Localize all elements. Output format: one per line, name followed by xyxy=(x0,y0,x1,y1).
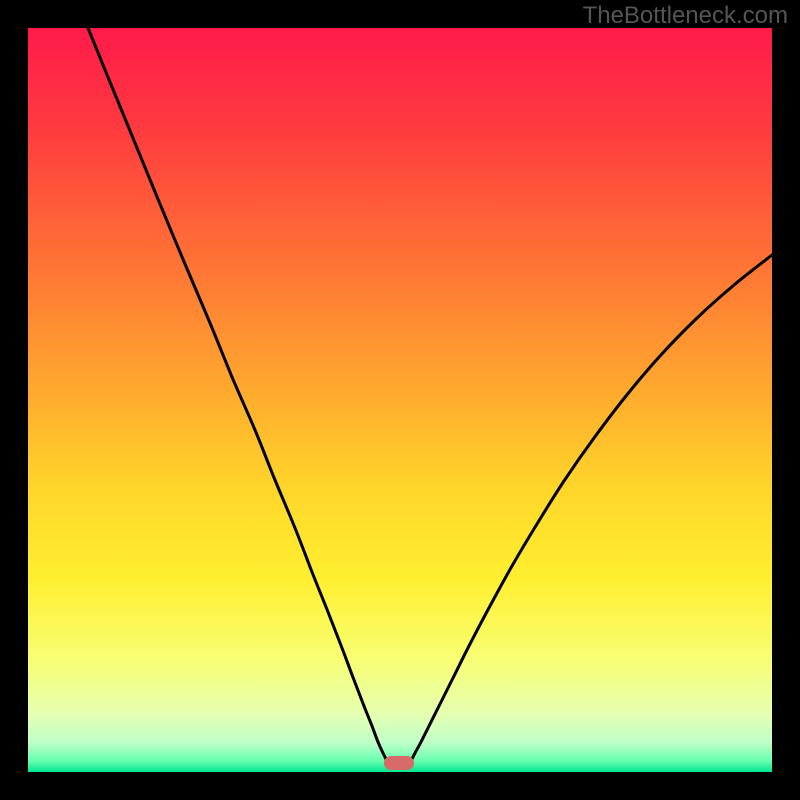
left-curve xyxy=(88,28,387,761)
performance-curves xyxy=(0,0,800,800)
bottleneck-chart: TheBottleneck.com xyxy=(0,0,800,800)
watermark-text: TheBottleneck.com xyxy=(583,2,788,30)
right-curve xyxy=(411,255,772,761)
optimal-point-marker xyxy=(384,756,414,770)
